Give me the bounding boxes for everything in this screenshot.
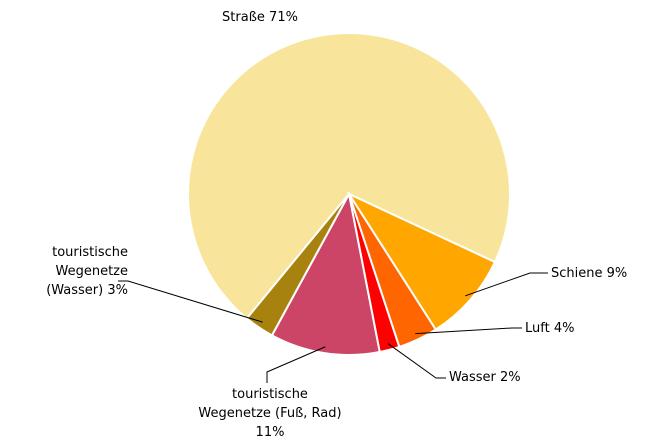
pie-slice	[346, 191, 497, 332]
slice-label: touristische Wegenetze (Wasser) 3%	[0, 243, 128, 300]
leader-line	[118, 280, 263, 323]
pie-slice	[270, 191, 381, 356]
leader-line	[415, 327, 522, 335]
slice-label: Straße 71%	[190, 8, 330, 27]
pie-slice	[187, 32, 511, 320]
value-label: 3%	[107, 283, 128, 298]
category-name: Straße	[222, 10, 265, 25]
category-name: Schiene	[551, 266, 603, 281]
leader-line	[387, 343, 446, 379]
category-name: Wasser	[449, 370, 496, 385]
leader-line	[465, 272, 548, 297]
category-name: touristische Wegenetze (Wasser)	[46, 245, 128, 298]
value-label: 11%	[255, 425, 285, 440]
value-label: 71%	[269, 10, 298, 25]
category-name: Luft	[525, 321, 550, 336]
slice-label: Schiene 9%	[551, 264, 651, 283]
category-name: touristische Wegenetze (Fuß, Rad)	[198, 387, 342, 421]
value-label: 9%	[606, 266, 628, 281]
slice-label: Luft 4%	[525, 319, 625, 338]
leader-line	[266, 346, 326, 383]
pie-slice	[245, 193, 350, 337]
value-label: 4%	[553, 321, 575, 336]
slice-label: touristische Wegenetze (Fuß, Rad) 11%	[195, 385, 345, 442]
value-label: 2%	[500, 370, 521, 385]
slice-label: Wasser 2%	[449, 368, 549, 387]
